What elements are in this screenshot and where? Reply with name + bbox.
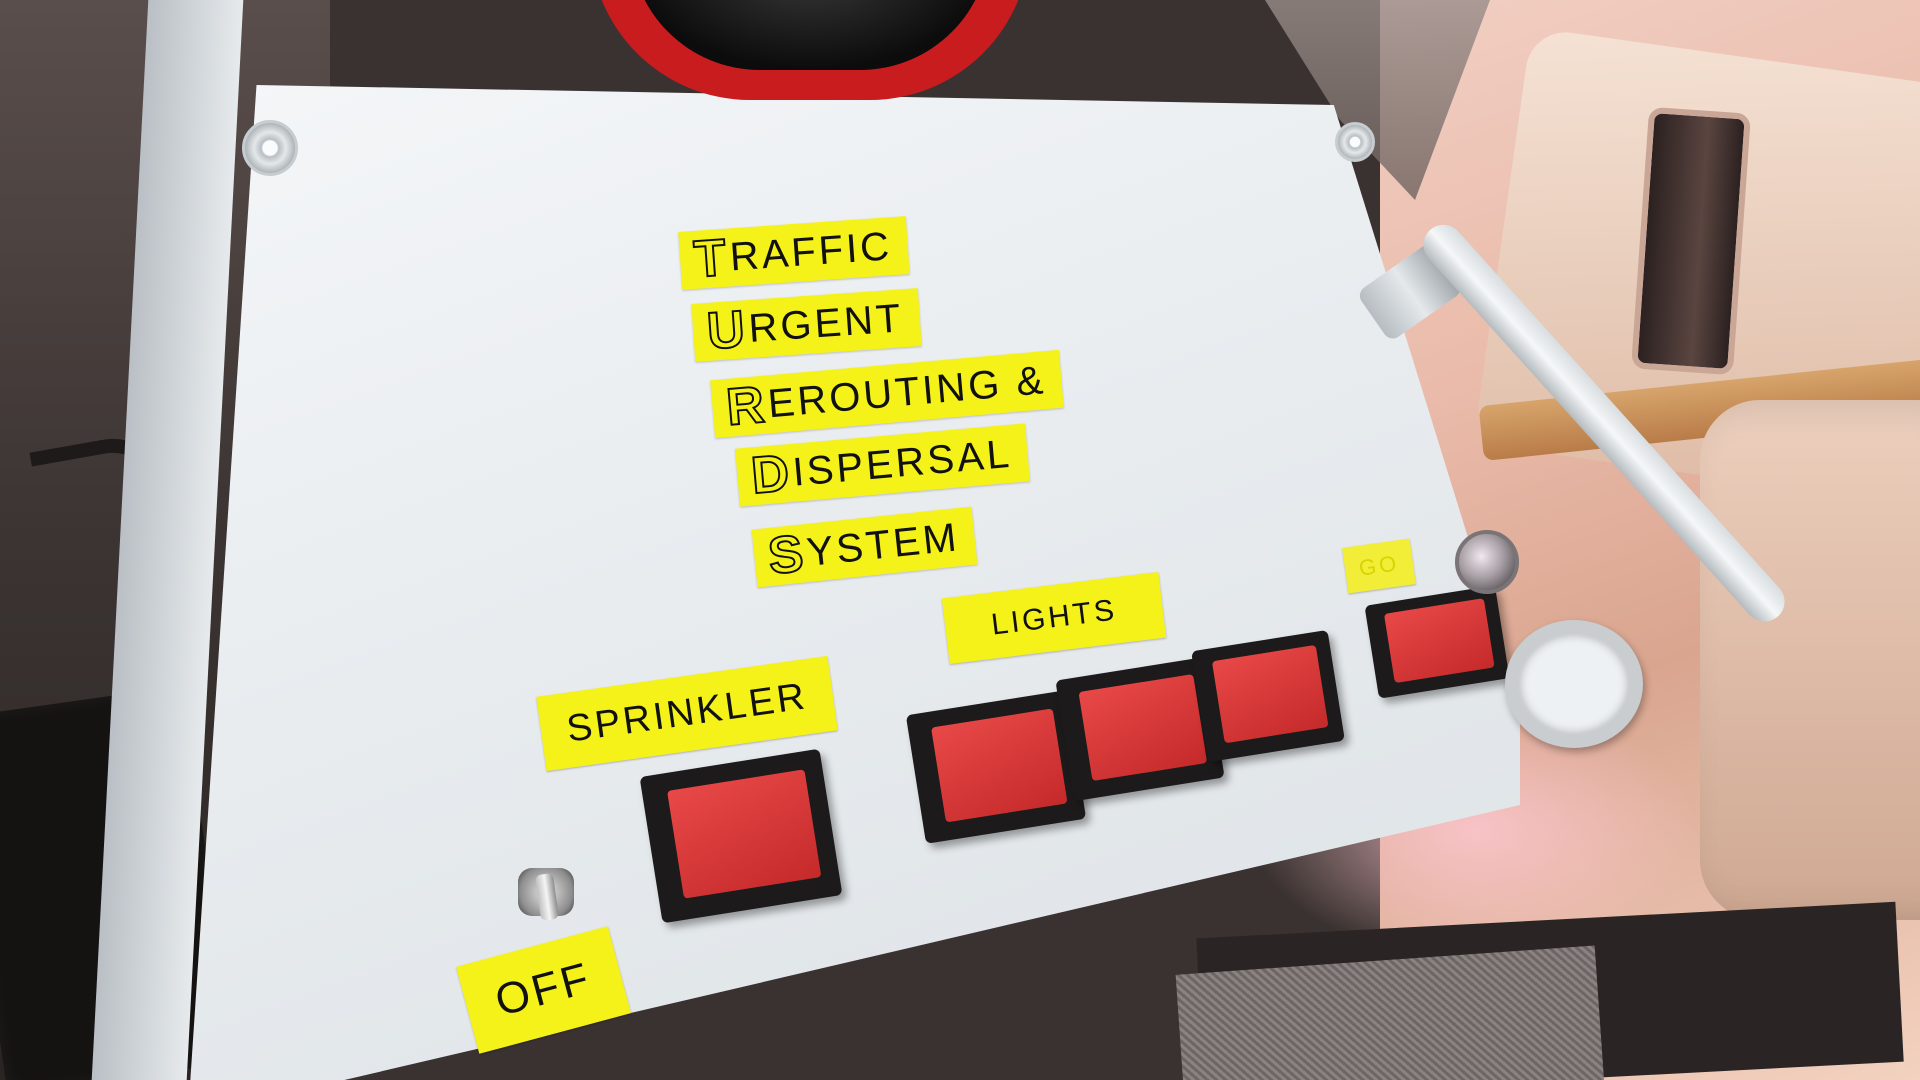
power-toggle-switch[interactable]	[510, 860, 580, 922]
seat	[1700, 400, 1920, 920]
lights-button-1-face	[930, 708, 1068, 823]
lights-button-1[interactable]	[905, 690, 1087, 844]
lights-button-2-face	[1078, 673, 1207, 781]
lights-button-3[interactable]	[1191, 629, 1345, 763]
lights-button-3-face	[1212, 645, 1329, 744]
title-rest: RAFFIC	[728, 224, 894, 280]
screw-top-left	[242, 120, 298, 176]
title-initial: S	[764, 524, 807, 587]
title-rest: ISPERSAL	[790, 431, 1014, 495]
obscured-label: GO	[1342, 538, 1417, 594]
title-rest: RGENT	[747, 296, 905, 351]
title-rest: YSTEM	[804, 515, 962, 575]
round-bezel[interactable]	[1505, 620, 1643, 748]
title-initial: R	[723, 375, 767, 438]
title-initial: T	[691, 228, 729, 290]
sprinkler-button[interactable]	[639, 748, 843, 924]
sprinkler-button-face	[667, 769, 822, 899]
indicator-light	[1455, 530, 1519, 594]
title-initial: D	[748, 443, 792, 506]
air-vent	[1630, 106, 1752, 376]
gas-button-face	[1384, 598, 1495, 683]
screw-top-right	[1335, 122, 1375, 162]
title-initial: U	[704, 299, 748, 361]
